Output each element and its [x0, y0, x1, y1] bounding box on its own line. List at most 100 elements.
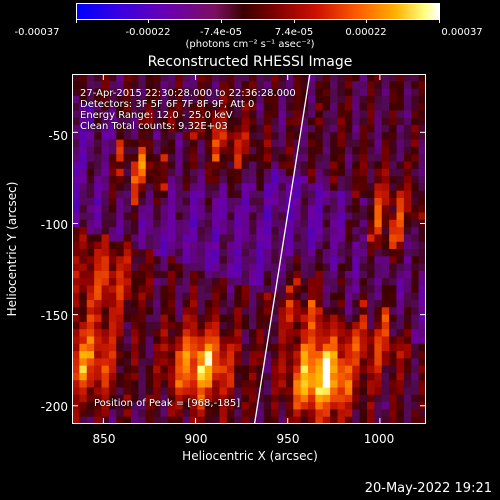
heatmap-cell: [145, 154, 154, 163]
heatmap-cell: [256, 300, 265, 308]
heatmap-cell: [359, 168, 368, 177]
heatmap-cell: [403, 103, 412, 112]
heatmap-cell: [138, 256, 147, 265]
heatmap-cell: [190, 270, 198, 279]
heatmap-cell: [278, 154, 287, 163]
heatmap-cell: [271, 249, 280, 257]
heatmap-cell: [123, 249, 132, 257]
heatmap-cell: [315, 314, 324, 323]
heatmap-cell: [241, 74, 250, 82]
heatmap-cell: [160, 117, 169, 126]
heatmap-cell: [249, 190, 257, 199]
heatmap-cell: [116, 190, 125, 199]
heatmap-cell: [167, 176, 176, 184]
heatmap-cell: [182, 278, 191, 287]
heatmap-cell: [182, 394, 191, 403]
heatmap-cell: [263, 154, 272, 163]
heatmap-cell: [101, 95, 110, 104]
heatmap-cell: [101, 190, 110, 199]
heatmap-cell: [212, 88, 221, 97]
heatmap-cell: [249, 380, 257, 389]
heatmap-cell: [101, 234, 110, 243]
heatmap-cell: [352, 351, 361, 359]
heatmap-cell: [94, 278, 103, 287]
heatmap-cell: [249, 321, 257, 330]
heatmap-cell: [219, 402, 228, 411]
heatmap-cell: [263, 358, 272, 367]
heatmap-cell: [293, 139, 302, 148]
heatmap-cell: [293, 161, 302, 170]
heatmap-cell: [226, 314, 235, 323]
heatmap-cell: [101, 74, 110, 82]
heatmap-cell: [278, 321, 287, 330]
heatmap-cell: [197, 183, 206, 192]
heatmap-cell: [278, 139, 287, 148]
heatmap-cell: [241, 263, 250, 272]
heatmap-cell: [337, 205, 346, 214]
heatmap-cell: [212, 416, 221, 424]
heatmap-cell: [116, 416, 125, 424]
heatmap-cell: [153, 409, 162, 418]
heatmap-cell: [190, 321, 198, 330]
heatmap-cell: [374, 394, 383, 403]
heatmap-cell: [411, 351, 420, 359]
heatmap-cell: [108, 81, 117, 90]
heatmap-cell: [352, 307, 361, 316]
heatmap-cell: [330, 278, 339, 287]
heatmap-cell: [344, 365, 353, 374]
heatmap-cell: [308, 190, 316, 199]
heatmap-cell: [138, 168, 147, 177]
heatmap-cell: [308, 270, 316, 279]
heatmap-cell: [160, 241, 169, 250]
heatmap-cell: [411, 212, 420, 221]
heatmap-cell: [263, 212, 272, 221]
heatmap-cell: [285, 183, 294, 192]
heatmap-cell: [285, 343, 294, 352]
heatmap-cell: [411, 300, 420, 308]
heatmap-cell: [271, 307, 280, 316]
heatmap-cell: [337, 117, 346, 126]
heatmap-cell: [285, 314, 294, 323]
heatmap-cell: [322, 380, 331, 389]
heatmap-cell: [374, 154, 383, 163]
heatmap-cell: [389, 372, 398, 381]
heatmap-cell: [411, 402, 420, 411]
heatmap-cell: [344, 358, 353, 367]
heatmap-cell: [389, 336, 398, 345]
heatmap-cell: [160, 125, 169, 133]
heatmap-cell: [337, 212, 346, 221]
heatmap-cell: [167, 81, 176, 90]
heatmap-cell: [256, 307, 265, 316]
heatmap-cell: [403, 227, 412, 236]
heatmap-cell: [300, 314, 309, 323]
heatmap-cell: [367, 358, 375, 367]
heatmap-cell: [86, 416, 95, 424]
heatmap-cell: [197, 139, 206, 148]
heatmap-cell: [315, 387, 324, 396]
heatmap-cell: [396, 314, 405, 323]
heatmap-cell: [263, 183, 272, 192]
heatmap-cell: [330, 329, 339, 338]
heatmap-cell: [153, 285, 162, 294]
heatmap-cell: [315, 380, 324, 389]
heatmap-cell: [411, 168, 420, 177]
heatmap-cell: [72, 117, 80, 126]
heatmap-cell: [190, 132, 198, 141]
heatmap-cell: [322, 249, 331, 257]
heatmap-cell: [374, 190, 383, 199]
heatmap-cell: [396, 190, 405, 199]
heatmap-cell: [381, 176, 390, 184]
heatmap-cell: [308, 168, 316, 177]
heatmap-cell: [123, 358, 132, 367]
heatmap-cell: [418, 307, 426, 316]
heatmap-cell: [86, 358, 95, 367]
heatmap-cell: [418, 234, 426, 243]
heatmap-cell: [300, 190, 309, 199]
heatmap-cell: [160, 402, 169, 411]
heatmap-cell: [153, 380, 162, 389]
heatmap-cell: [153, 168, 162, 177]
heatmap-cell: [418, 285, 426, 294]
heatmap-cell: [359, 394, 368, 403]
heatmap-cell: [131, 241, 139, 250]
heatmap-cell: [374, 241, 383, 250]
